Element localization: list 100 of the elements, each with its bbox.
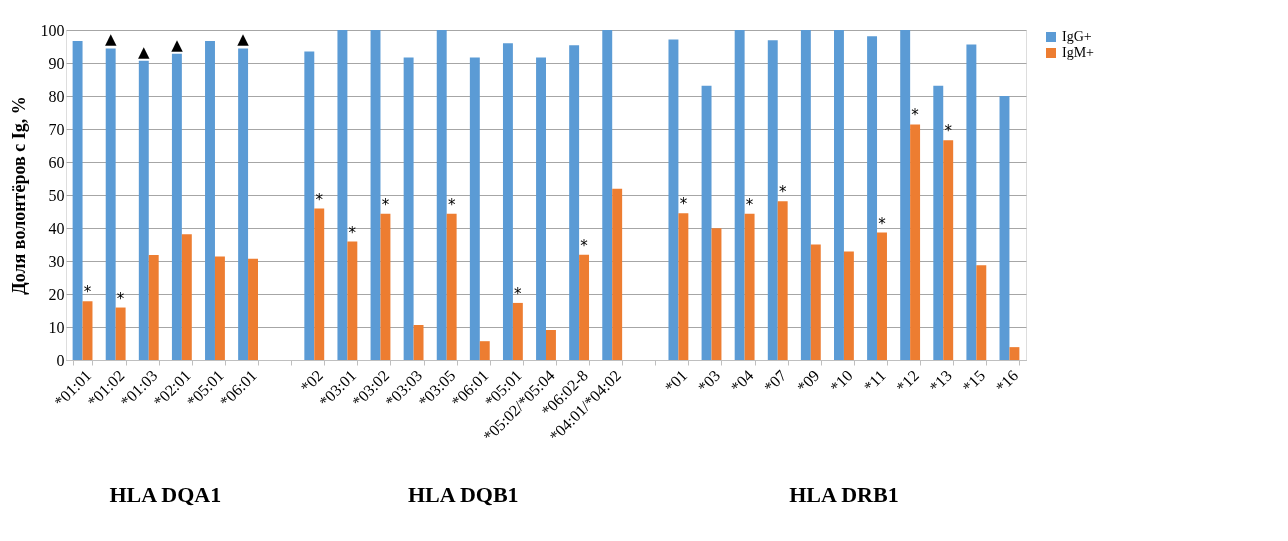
data-label: * — [679, 195, 688, 214]
bar — [248, 258, 258, 360]
bar — [678, 213, 689, 360]
bar — [479, 341, 490, 360]
bar — [966, 44, 977, 360]
bar — [380, 213, 391, 360]
bar — [867, 36, 878, 360]
x-tick-label: *01 — [661, 366, 691, 396]
bar — [877, 232, 887, 360]
data-label: * — [911, 106, 920, 125]
bar — [171, 53, 182, 360]
data-label: ▲ — [104, 30, 117, 49]
bar — [579, 254, 590, 360]
bar — [546, 329, 556, 360]
bar — [337, 30, 348, 360]
bar — [148, 255, 159, 360]
bar — [668, 39, 679, 360]
bar — [512, 302, 523, 360]
bar — [843, 251, 854, 360]
data-label: * — [348, 223, 357, 242]
bar — [82, 301, 93, 360]
bar — [105, 48, 116, 360]
bar — [711, 228, 722, 360]
data-label: * — [745, 195, 754, 214]
data-label: * — [447, 195, 456, 214]
bar — [777, 201, 788, 360]
data-label: ▲ — [138, 42, 151, 61]
x-tick-label: *07 — [760, 366, 790, 396]
legend-label: IgG+ — [1062, 29, 1092, 44]
y-tick-label: 10 — [48, 318, 65, 336]
bar — [436, 30, 447, 360]
y-tick-label: 20 — [48, 285, 65, 303]
bar — [810, 244, 821, 360]
data-label: * — [381, 195, 390, 214]
data-label: ▲ — [237, 30, 250, 49]
data-label: * — [116, 289, 125, 308]
bar — [900, 30, 911, 360]
y-tick-label: 100 — [40, 21, 65, 39]
bar — [502, 43, 513, 360]
bar — [347, 241, 358, 360]
bar — [370, 30, 381, 360]
y-tick-label: 50 — [48, 186, 65, 204]
bar — [536, 57, 546, 360]
x-tick-label: *16 — [992, 366, 1022, 396]
y-tick-label: 0 — [56, 351, 65, 369]
bar — [767, 40, 778, 360]
y-axis-title: Доля волонтёров с Ig, % — [8, 96, 29, 295]
bar — [304, 51, 315, 360]
bar — [834, 30, 844, 360]
bar — [181, 234, 192, 360]
legend-label: IgM+ — [1062, 45, 1095, 60]
data-label: * — [315, 190, 324, 209]
bar — [910, 124, 921, 360]
data-label: * — [878, 214, 887, 233]
bar — [612, 188, 623, 360]
bar — [446, 213, 457, 360]
y-tick-label: 80 — [48, 87, 65, 105]
y-tick-label: 40 — [48, 219, 65, 237]
x-tick-label: *10 — [826, 366, 856, 396]
bar — [115, 307, 126, 360]
x-tick-label: *13 — [926, 366, 956, 396]
bar — [1009, 347, 1020, 360]
bar — [602, 30, 613, 360]
x-tick-label: *15 — [959, 366, 989, 396]
y-tick-label: 70 — [48, 120, 65, 138]
bar — [238, 48, 249, 360]
bar — [403, 57, 414, 360]
data-label: * — [514, 284, 523, 303]
bar — [999, 96, 1010, 360]
y-tick-label: 60 — [48, 153, 65, 171]
bar — [72, 40, 83, 360]
bar — [413, 325, 424, 360]
text: HLA DQB1 — [407, 482, 519, 507]
bar — [976, 265, 987, 360]
bar — [314, 208, 325, 360]
bar — [744, 213, 755, 360]
data-label: * — [778, 183, 787, 202]
data-label: * — [580, 236, 589, 255]
bar — [734, 30, 745, 360]
data-label: * — [944, 122, 953, 141]
data-label: ▲ — [171, 35, 184, 54]
x-tick-label: *09 — [793, 366, 823, 396]
bar — [701, 85, 712, 360]
data-label: * — [83, 283, 92, 302]
x-tick-label: *04 — [727, 366, 757, 396]
bar — [138, 60, 149, 360]
bar — [569, 45, 580, 360]
text: HLA DRB1 — [789, 482, 899, 507]
text: HLA DQA1 — [109, 482, 222, 507]
bar — [469, 57, 480, 360]
x-tick-label: *03 — [694, 366, 724, 396]
bar — [933, 85, 944, 360]
y-tick-label: 90 — [48, 54, 65, 72]
bar — [205, 40, 215, 360]
bar — [800, 30, 811, 360]
bar — [214, 256, 225, 360]
x-tick-label: *11 — [860, 366, 889, 396]
bar — [943, 140, 954, 360]
y-tick-label: 30 — [48, 252, 65, 270]
x-tick-label: *12 — [892, 366, 922, 396]
